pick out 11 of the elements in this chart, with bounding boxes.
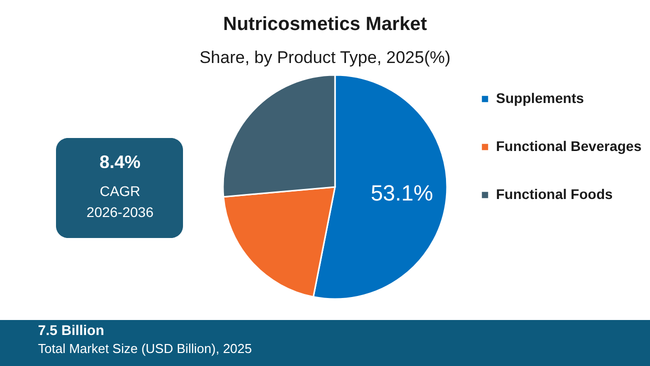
text: 7.5 Billion <box>38 322 104 338</box>
chart-subtitle: Share, by Product Type, 2025(%) <box>199 48 451 67</box>
text: CAGR <box>100 183 140 199</box>
text: Total Market Size (USD Billion), 2025 <box>38 341 252 356</box>
text: 8.4% <box>99 152 141 172</box>
text: 2026-2036 <box>86 204 154 220</box>
legend-label: Functional Beverages <box>496 138 642 154</box>
chart-title: Nutricosmetics Market <box>223 14 428 35</box>
legend-label: Functional Foods <box>496 186 613 202</box>
data-label: 53.1% <box>370 180 434 206</box>
legend-label: Supplements <box>496 90 584 106</box>
